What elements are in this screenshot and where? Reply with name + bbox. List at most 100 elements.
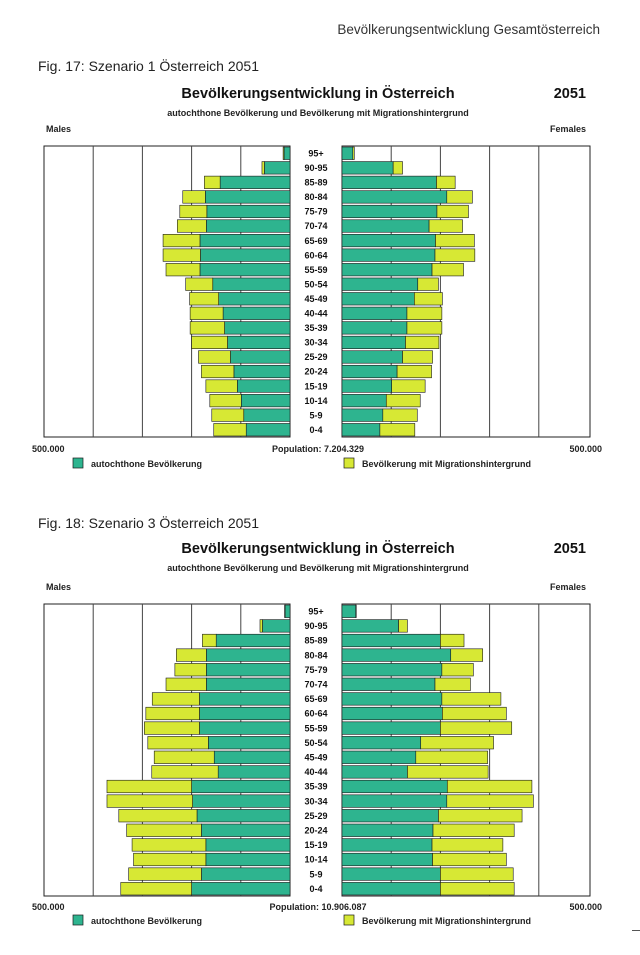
bar-female-migration-75-79 (441, 663, 474, 677)
bar-male-migration-45-49 (189, 292, 219, 306)
bar-female-migration-70-74 (434, 677, 471, 691)
bar-male-migration-75-79 (179, 204, 208, 219)
bar-female-autochthon-35-39 (341, 779, 448, 794)
bar-female-migration-30-34 (446, 794, 534, 808)
females-label: Females (550, 582, 586, 592)
bar-female-migration-35-39 (406, 321, 443, 335)
bar-male-migration-15-19 (205, 379, 238, 393)
age-label-15-19: 15-19 (304, 840, 327, 850)
age-label-25-29: 25-29 (304, 352, 327, 362)
bar-female-autochthon-20-24 (341, 823, 434, 837)
bar-female-migration-75-79 (436, 204, 469, 219)
bar-female-migration-10-14 (385, 394, 421, 408)
bar-male-migration-5-9 (211, 408, 245, 422)
bar-male-migration-0-4 (213, 423, 247, 437)
bar-male-migration-95+ (282, 146, 285, 160)
bar-female-migration-80-84 (450, 648, 484, 662)
age-label-50-54: 50-54 (304, 279, 327, 289)
chart-year: 2051 (554, 541, 586, 557)
bar-male-autochthon-50-54 (208, 736, 291, 750)
age-label-70-74: 70-74 (304, 680, 327, 690)
page-edge-mark (632, 930, 640, 931)
bar-male-autochthon-40-44 (217, 765, 291, 779)
bar-male-migration-15-19 (131, 838, 207, 852)
bar-female-migration-45-49 (414, 292, 443, 306)
age-label-10-14: 10-14 (304, 396, 327, 406)
age-label-95+: 95+ (308, 607, 323, 617)
legend-label-migration: Bevölkerung mit Migrationshintergrund (362, 916, 531, 926)
axis-label-left: 500.000 (32, 902, 65, 912)
bar-female-migration-70-74 (428, 219, 463, 233)
bar-male-migration-85-89 (202, 633, 217, 648)
bar-female-autochthon-90-95 (341, 619, 399, 633)
bar-female-migration-45-49 (415, 750, 488, 764)
age-label-50-54: 50-54 (304, 738, 327, 748)
bar-female-migration-95+ (352, 146, 355, 160)
bar-male-autochthon-5-9 (201, 867, 291, 881)
bar-male-autochthon-0-4 (191, 882, 291, 896)
males-plot-frame (43, 145, 291, 438)
legend-swatch-autochthon (72, 457, 84, 469)
bar-female-migration-15-19 (431, 838, 504, 852)
bar-male-migration-25-29 (198, 350, 231, 364)
age-label-65-69: 65-69 (304, 694, 327, 704)
bar-female-migration-80-84 (446, 190, 473, 204)
bar-male-autochthon-65-69 (199, 692, 291, 706)
axis-label-left: 500.000 (32, 444, 65, 454)
bar-female-migration-65-69 (435, 234, 475, 248)
bar-female-autochthon-95+ (341, 604, 357, 618)
bar-female-migration-60-64 (434, 248, 476, 262)
figure-caption-2: Fig. 18: Szenario 3 Österreich 2051 (38, 515, 260, 531)
age-label-30-34: 30-34 (304, 338, 327, 348)
bar-male-migration-60-64 (162, 248, 201, 262)
age-label-30-34: 30-34 (304, 796, 327, 806)
bar-female-migration-35-39 (446, 779, 533, 794)
age-label-95+: 95+ (308, 148, 323, 158)
bar-male-autochthon-75-79 (206, 663, 291, 677)
bar-male-autochthon-55-59 (199, 721, 291, 735)
bar-male-migration-85-89 (204, 175, 221, 189)
age-label-90-95: 90-95 (304, 621, 327, 631)
bar-male-migration-30-34 (191, 335, 228, 349)
chart-year: 2051 (554, 86, 586, 102)
figure-caption-1: Fig. 17: Szenario 1 Österreich 2051 (38, 58, 260, 74)
age-label-0-4: 0-4 (309, 884, 322, 894)
bar-female-migration-65-69 (441, 692, 502, 706)
bar-male-migration-80-84 (182, 190, 206, 204)
males-plot-frame (43, 603, 291, 897)
bar-male-migration-10-14 (133, 852, 207, 867)
bar-male-migration-50-54 (185, 277, 214, 291)
legend-swatch-autochthon (72, 914, 84, 926)
bar-female-autochthon-15-19 (341, 838, 433, 852)
bar-female-autochthon-60-64 (341, 706, 443, 721)
chart-title: Bevölkerungsentwicklung in Österreich (181, 85, 454, 102)
bar-male-migration-45-49 (153, 750, 215, 764)
age-label-5-9: 5-9 (309, 869, 322, 879)
age-label-15-19: 15-19 (304, 381, 327, 391)
bar-female-autochthon-85-89 (341, 633, 441, 648)
bar-female-autochthon-10-14 (341, 852, 433, 867)
bar-female-autochthon-40-44 (341, 765, 408, 779)
bar-male-autochthon-85-89 (215, 633, 291, 648)
population-label: Population: 10.906.087 (269, 902, 366, 912)
females-plot-frame (341, 603, 591, 897)
bar-female-autochthon-50-54 (341, 736, 422, 750)
age-label-5-9: 5-9 (309, 410, 322, 420)
bar-male-migration-50-54 (147, 736, 209, 750)
legend-swatch-migration (343, 457, 355, 469)
age-label-35-39: 35-39 (304, 323, 327, 333)
bar-female-migration-55-59 (440, 721, 513, 735)
bar-female-autochthon-5-9 (341, 867, 441, 881)
bar-male-autochthon-60-64 (199, 706, 291, 721)
age-label-45-49: 45-49 (304, 753, 327, 763)
age-label-35-39: 35-39 (304, 782, 327, 792)
bar-male-migration-25-29 (118, 809, 198, 823)
bar-male-migration-40-44 (151, 765, 219, 779)
bar-male-migration-65-69 (151, 692, 200, 706)
bar-male-autochthon-25-29 (196, 809, 291, 823)
bar-male-migration-70-74 (165, 677, 207, 691)
bar-male-migration-65-69 (162, 234, 201, 248)
age-label-20-24: 20-24 (304, 367, 327, 377)
population-label: Population: 7.204.329 (272, 444, 364, 454)
